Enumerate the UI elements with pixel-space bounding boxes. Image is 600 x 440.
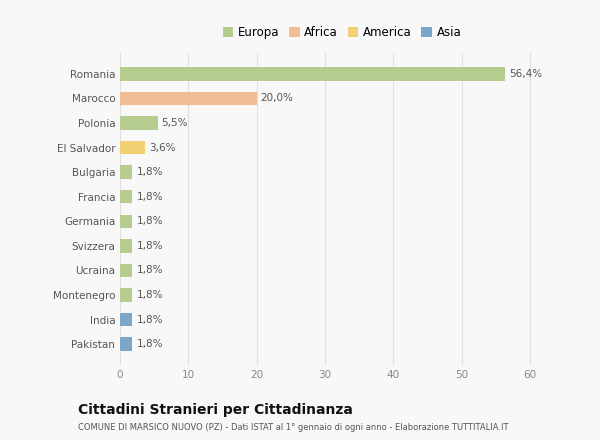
- Bar: [120, 92, 257, 105]
- Bar: [120, 67, 505, 81]
- Text: 1,8%: 1,8%: [136, 167, 163, 177]
- Bar: [120, 190, 132, 203]
- Text: 5,5%: 5,5%: [161, 118, 188, 128]
- Bar: [120, 313, 132, 326]
- Text: 1,8%: 1,8%: [136, 241, 163, 251]
- Bar: [120, 239, 132, 253]
- Text: 56,4%: 56,4%: [509, 69, 542, 79]
- Bar: [120, 264, 132, 277]
- Bar: [120, 215, 132, 228]
- Legend: Europa, Africa, America, Asia: Europa, Africa, America, Asia: [218, 21, 466, 44]
- Text: 20,0%: 20,0%: [261, 93, 293, 103]
- Text: 1,8%: 1,8%: [136, 265, 163, 275]
- Bar: [120, 337, 132, 351]
- Text: 3,6%: 3,6%: [149, 143, 175, 153]
- Bar: [120, 116, 158, 130]
- Bar: [120, 141, 145, 154]
- Text: 1,8%: 1,8%: [136, 216, 163, 226]
- Text: COMUNE DI MARSICO NUOVO (PZ) - Dati ISTAT al 1° gennaio di ogni anno - Elaborazi: COMUNE DI MARSICO NUOVO (PZ) - Dati ISTA…: [78, 423, 509, 432]
- Text: Cittadini Stranieri per Cittadinanza: Cittadini Stranieri per Cittadinanza: [78, 403, 353, 417]
- Text: 1,8%: 1,8%: [136, 290, 163, 300]
- Text: 1,8%: 1,8%: [136, 339, 163, 349]
- Bar: [120, 288, 132, 302]
- Bar: [120, 165, 132, 179]
- Text: 1,8%: 1,8%: [136, 192, 163, 202]
- Text: 1,8%: 1,8%: [136, 315, 163, 325]
